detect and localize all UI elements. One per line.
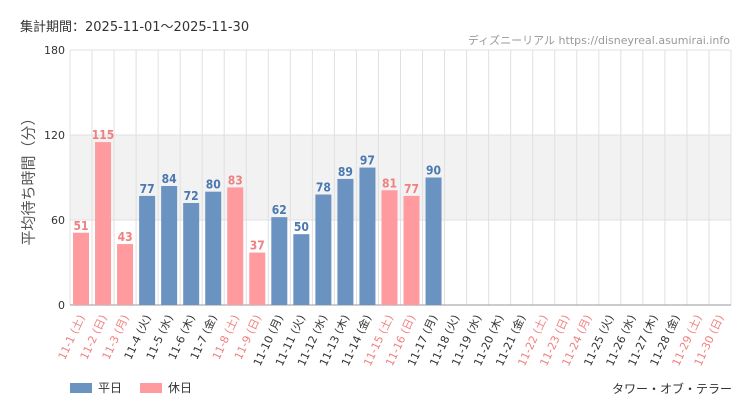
source-credit: ディズニーリアル https://disneyreal.asumirai.inf…: [467, 34, 730, 47]
bar-11-17: [425, 177, 442, 305]
bar-11-11: [293, 234, 310, 305]
value-label-11-2: 115: [92, 128, 115, 142]
bar-11-14: [359, 167, 376, 305]
legend-label-holiday: 休日: [168, 381, 193, 395]
bar-11-16: [403, 195, 420, 305]
period-label: 集計期間：2025-11-01～2025-11-30: [20, 20, 250, 35]
value-label-11-6: 72: [184, 189, 199, 203]
bar-11-15: [381, 190, 398, 305]
value-label-11-15: 81: [382, 176, 397, 190]
legend: 平日 休日: [70, 379, 192, 396]
y-tick-label: 120: [44, 129, 65, 142]
value-label-11-10: 62: [272, 203, 287, 217]
value-label-11-11: 50: [294, 220, 309, 234]
value-label-11-5: 84: [162, 172, 178, 186]
bar-11-6: [183, 203, 200, 305]
bar-11-5: [161, 186, 178, 305]
value-label-11-12: 78: [316, 181, 331, 195]
legend-item-holiday: 休日: [140, 379, 192, 396]
bar-11-7: [205, 191, 222, 305]
bar-11-8: [227, 187, 244, 305]
bar-11-9: [249, 252, 266, 305]
attraction-name: タワー・オブ・テラー: [611, 382, 732, 396]
y-tick-label: 0: [58, 299, 65, 312]
value-label-11-16: 77: [404, 182, 419, 196]
bar-11-2: [95, 142, 112, 305]
value-label-11-3: 43: [118, 230, 133, 244]
bar-11-3: [117, 244, 134, 305]
value-label-11-7: 80: [206, 178, 221, 192]
value-label-11-4: 77: [140, 182, 155, 196]
value-label-11-8: 83: [228, 173, 243, 187]
legend-item-weekday: 平日: [70, 379, 122, 396]
value-label-11-13: 89: [338, 165, 353, 179]
y-tick-label: 180: [44, 44, 65, 57]
bar-11-12: [315, 194, 332, 305]
value-label-11-1: 51: [74, 219, 89, 233]
bar-11-1: [73, 232, 90, 305]
y-tick-label: 60: [51, 214, 65, 227]
value-label-11-14: 97: [360, 154, 375, 168]
bar-11-10: [271, 217, 288, 305]
legend-swatch-weekday: [70, 382, 92, 393]
bar-11-13: [337, 178, 354, 305]
legend-label-weekday: 平日: [98, 381, 123, 395]
legend-swatch-holiday: [140, 382, 163, 393]
value-label-11-17: 90: [426, 164, 441, 178]
value-label-11-9: 37: [250, 239, 265, 253]
bar-11-4: [139, 195, 156, 305]
